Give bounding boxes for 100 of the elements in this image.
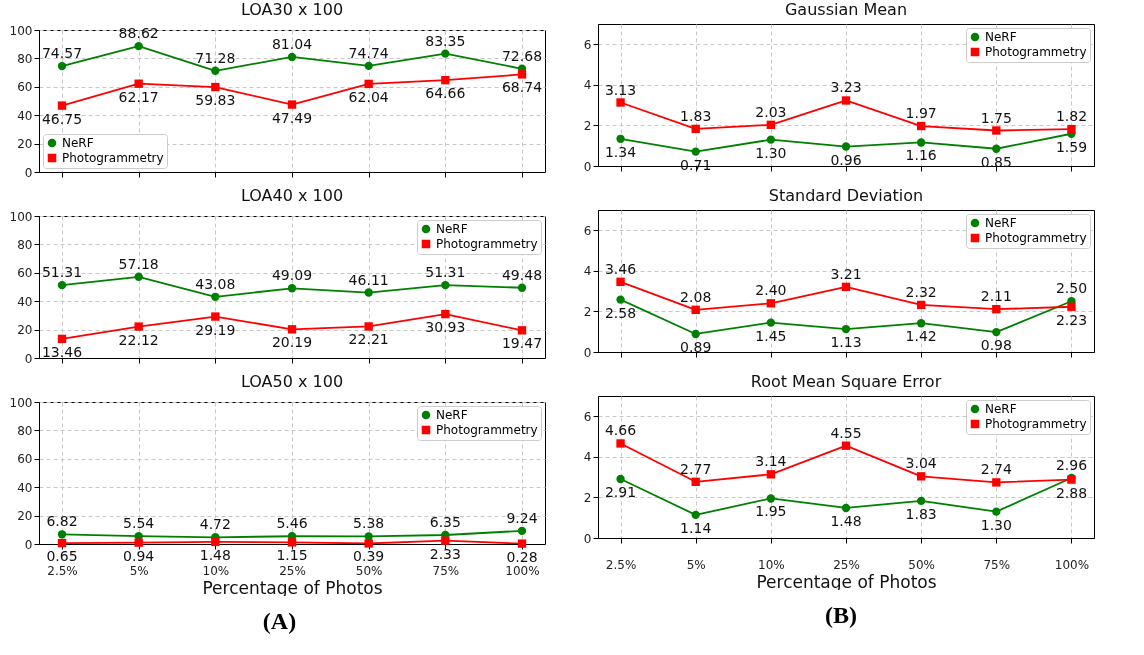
point bbox=[616, 277, 625, 286]
legend-label: Photogrammetry bbox=[436, 423, 538, 437]
data-label: 0.39 bbox=[353, 548, 385, 565]
data-label: 57.18 bbox=[118, 255, 159, 272]
point bbox=[441, 536, 450, 545]
x-tick-label: 10% bbox=[758, 557, 785, 572]
point bbox=[517, 70, 527, 79]
data-label: 2.40 bbox=[755, 282, 787, 299]
data-label: 1.95 bbox=[755, 503, 787, 520]
y-tick-label: 4 bbox=[583, 264, 592, 279]
point bbox=[616, 474, 625, 484]
y-tick-label: 4 bbox=[583, 450, 592, 465]
point bbox=[691, 147, 700, 156]
point bbox=[766, 135, 776, 144]
data-label: 1.48 bbox=[830, 512, 862, 529]
point bbox=[134, 538, 143, 547]
point bbox=[441, 76, 450, 85]
data-label: 51.31 bbox=[425, 264, 466, 281]
point bbox=[766, 470, 776, 479]
point bbox=[992, 126, 1001, 135]
point bbox=[57, 101, 67, 110]
data-label: 22.21 bbox=[348, 331, 389, 348]
y-tick-label: 100 bbox=[9, 395, 33, 410]
chart-title: Gaussian Mean bbox=[784, 0, 908, 19]
point bbox=[766, 299, 776, 308]
chart-title: Standard Deviation bbox=[768, 186, 924, 205]
data-label: 2.11 bbox=[980, 288, 1012, 305]
point bbox=[211, 82, 220, 92]
legend-label: NeRF bbox=[436, 222, 468, 236]
data-label: 29.19 bbox=[195, 321, 236, 338]
point bbox=[916, 319, 926, 328]
point bbox=[441, 309, 450, 319]
data-label: 72.68 bbox=[501, 47, 543, 64]
y-tick-label: 0 bbox=[24, 537, 33, 552]
data-label: 2.77 bbox=[680, 460, 712, 477]
data-label: 2.58 bbox=[604, 304, 637, 321]
point bbox=[441, 280, 450, 290]
data-label: 2.33 bbox=[429, 545, 461, 562]
data-label: 74.74 bbox=[348, 44, 389, 61]
data-label: 3.04 bbox=[905, 455, 937, 472]
y-tick-label: 40 bbox=[17, 294, 33, 309]
point bbox=[364, 79, 373, 89]
x-tick-label: 50% bbox=[908, 557, 935, 572]
point bbox=[364, 288, 373, 297]
y-tick-label: 60 bbox=[17, 80, 33, 95]
point bbox=[841, 142, 851, 151]
point bbox=[57, 530, 67, 539]
legend-label: NeRF bbox=[985, 30, 1017, 44]
y-tick-label: 0 bbox=[24, 165, 33, 180]
point bbox=[691, 329, 700, 339]
point bbox=[134, 41, 143, 51]
data-label: 64.66 bbox=[425, 85, 466, 102]
data-label: 3.23 bbox=[830, 79, 862, 96]
point bbox=[517, 526, 527, 536]
data-label: 43.08 bbox=[195, 275, 236, 292]
data-label: 3.14 bbox=[755, 453, 787, 470]
point bbox=[211, 537, 220, 547]
data-label: 0.89 bbox=[680, 338, 712, 355]
chart-title: LOA30 x 100 bbox=[240, 0, 344, 19]
x-tick-label: 100% bbox=[1054, 557, 1090, 572]
data-label: 1.97 bbox=[905, 105, 937, 122]
data-label: 1.13 bbox=[830, 334, 862, 351]
data-label: 2.74 bbox=[980, 461, 1012, 478]
data-label: 51.31 bbox=[41, 264, 83, 281]
point bbox=[992, 305, 1001, 314]
data-label: 0.28 bbox=[506, 548, 538, 565]
data-label: 9.24 bbox=[506, 509, 538, 526]
data-label: 0.85 bbox=[980, 153, 1012, 170]
x-tick-label: 5% bbox=[129, 563, 149, 578]
data-label: 22.12 bbox=[118, 331, 159, 348]
legend-label: Photogrammetry bbox=[985, 45, 1087, 59]
point bbox=[134, 272, 143, 281]
y-tick-label: 100 bbox=[9, 209, 33, 224]
legend-label: NeRF bbox=[62, 136, 94, 150]
data-label: 5.38 bbox=[353, 515, 385, 532]
data-label: 47.49 bbox=[271, 109, 313, 126]
point bbox=[841, 324, 851, 334]
data-label: 59.83 bbox=[195, 92, 236, 109]
x-tick-label: 25% bbox=[279, 563, 306, 578]
point bbox=[57, 280, 67, 290]
data-label: 13.46 bbox=[41, 343, 83, 360]
point bbox=[766, 318, 776, 327]
data-label: 30.93 bbox=[425, 319, 466, 336]
data-label: 1.15 bbox=[276, 547, 308, 564]
point bbox=[287, 52, 297, 62]
legend-label: Photogrammetry bbox=[985, 417, 1087, 431]
point bbox=[364, 539, 373, 548]
data-label: 62.17 bbox=[118, 88, 159, 105]
point bbox=[134, 79, 143, 88]
y-tick-label: 6 bbox=[583, 409, 592, 424]
point bbox=[916, 496, 926, 506]
point bbox=[441, 49, 450, 58]
y-tick-label: 20 bbox=[17, 323, 33, 338]
point bbox=[841, 441, 851, 450]
x-tick-label: 2.5% bbox=[605, 557, 637, 572]
x-tick-label: 75% bbox=[432, 563, 460, 578]
point bbox=[57, 334, 67, 344]
legend-label: Photogrammetry bbox=[436, 237, 538, 251]
point bbox=[287, 284, 297, 293]
y-tick-label: 60 bbox=[17, 452, 33, 467]
